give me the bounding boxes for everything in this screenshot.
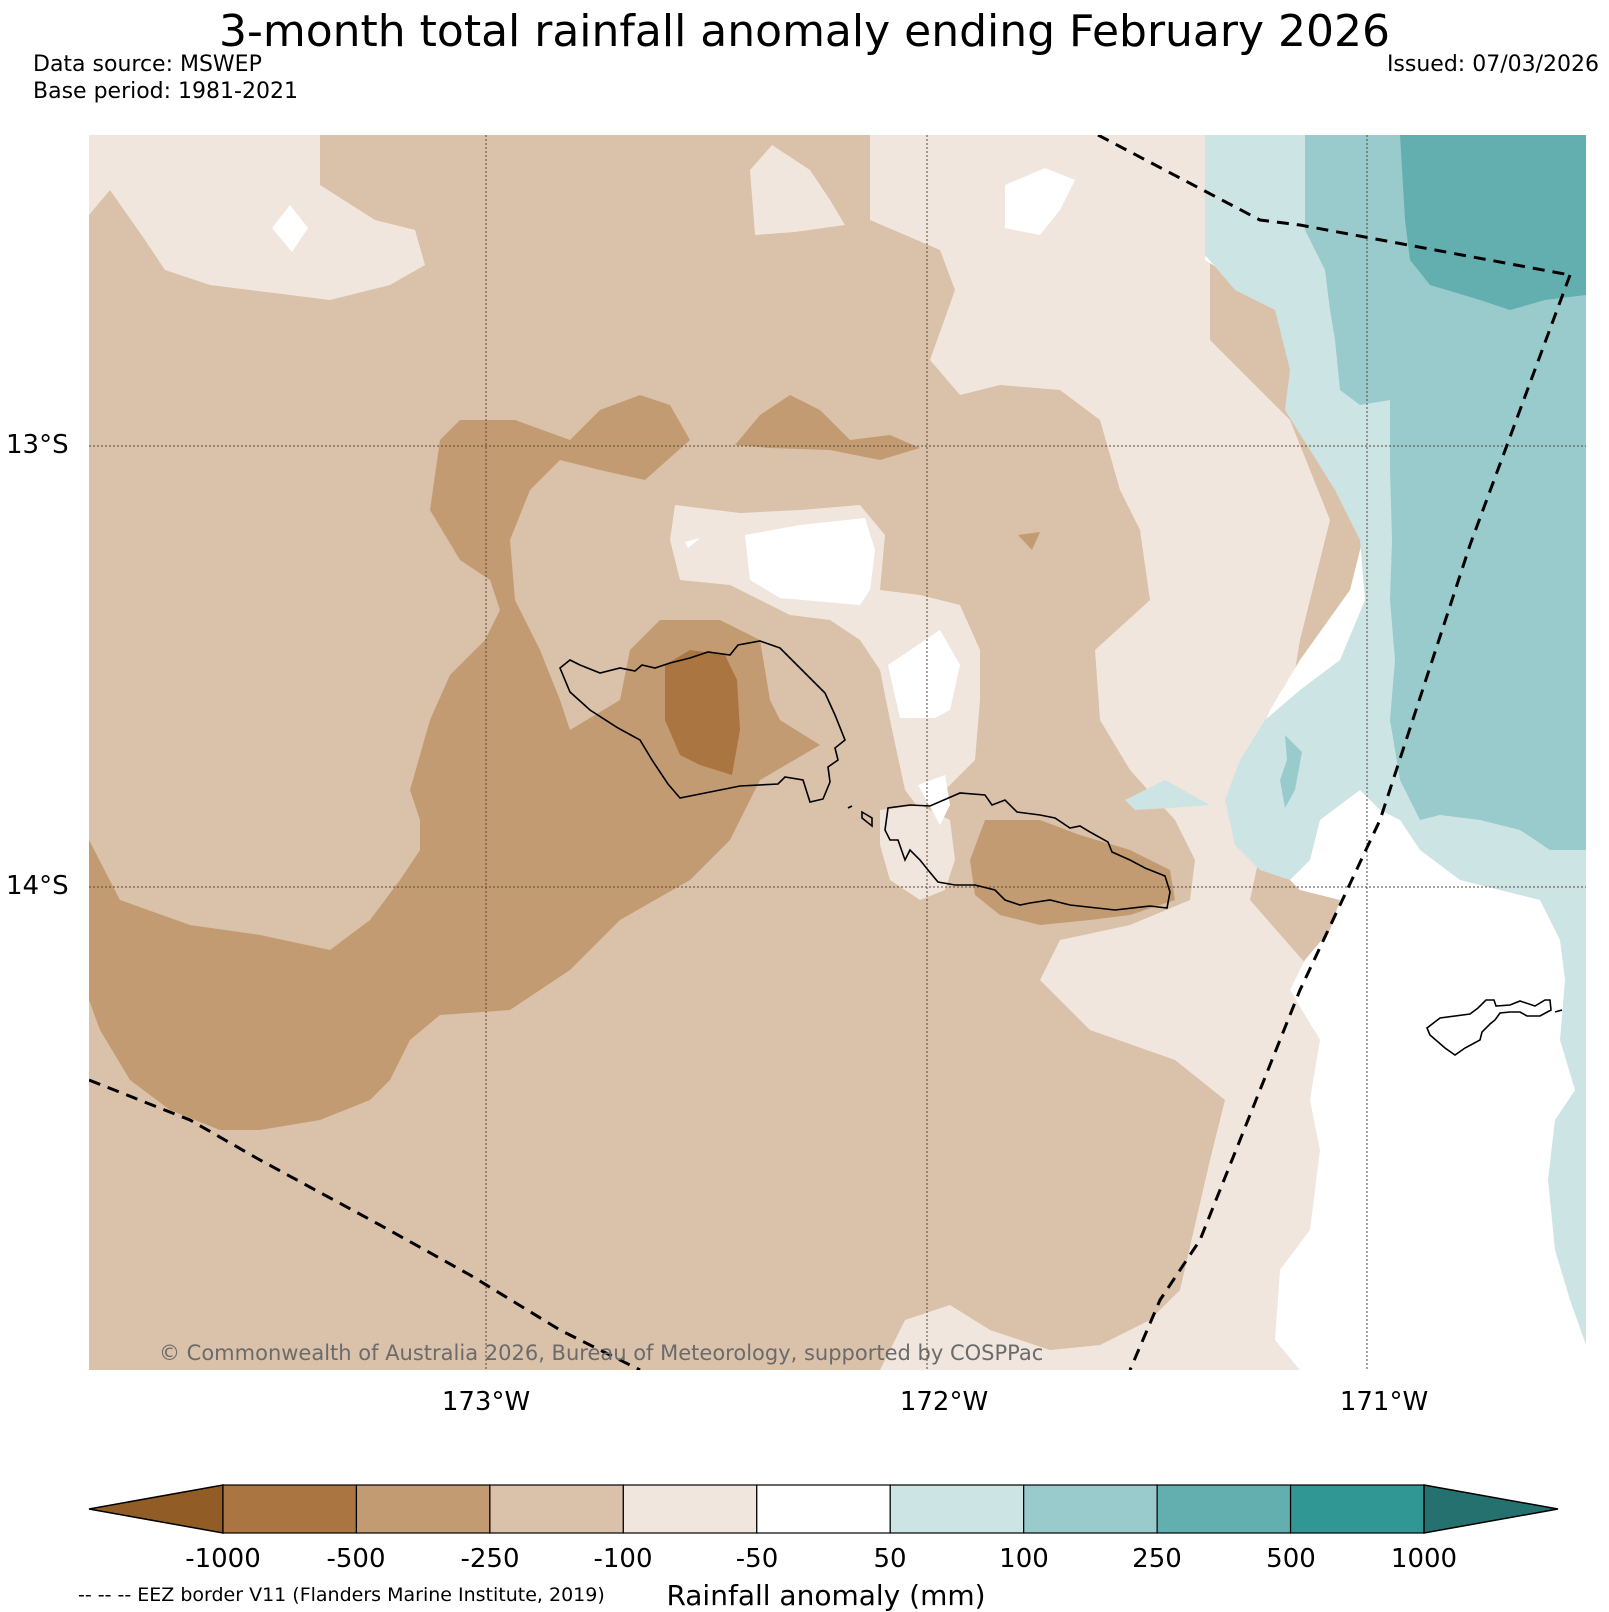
colorbar-cells [222, 1484, 1425, 1534]
coastline-tutuila [1426, 999, 1552, 1056]
coastline-aunuu [1554, 1009, 1563, 1013]
contour-minus50-central [670, 505, 980, 810]
eez-borders [89, 135, 1572, 1370]
colorbar-cell [489, 1484, 624, 1534]
data-source-label: Data source: MSWEP [33, 52, 262, 77]
copyright-notice: © Commonwealth of Australia 2026, Bureau… [159, 1341, 1044, 1365]
lon-label-171w: 171°W [1339, 1387, 1429, 1417]
coastline-upolu [884, 792, 1171, 911]
contour-white-tiny [685, 538, 700, 548]
colorbar-tick-label: 100 [999, 1544, 1049, 1574]
colorbar-cell [1289, 1484, 1425, 1534]
colorbar-tick-label: -100 [593, 1544, 653, 1574]
colorbar-tick-label: -250 [460, 1544, 520, 1574]
contour-plus100 [1305, 135, 1586, 850]
eez-border-legend: -- -- -- EEZ border V11 (Flanders Marine… [78, 1584, 605, 1606]
colorbar-cell [355, 1484, 491, 1534]
colorbar-tick-label: 250 [1132, 1544, 1182, 1574]
coastline-apolima [847, 805, 853, 809]
colorbar-title: Rainfall anomaly (mm) [666, 1579, 986, 1612]
graticule [89, 135, 1586, 1370]
contour-minus250-small [1018, 532, 1040, 550]
eez-border-north [1097, 135, 1571, 277]
coastline-savaii [559, 640, 846, 803]
colorbar-cell [889, 1484, 1025, 1534]
contour-plus50-islet [1125, 780, 1210, 810]
contour-minus50-east [870, 135, 1385, 1370]
issued-date-label: Issued: 07/03/2026 [1386, 52, 1599, 77]
eez-border-east [1128, 274, 1572, 1370]
contour-white-north-blob [1005, 168, 1075, 235]
colorbar-cell [222, 1484, 358, 1534]
colorbar [88, 1484, 1559, 1534]
contour-minus50-north-blob [750, 145, 845, 235]
colorbar-tick-label: 1000 [1390, 1544, 1458, 1574]
lat-label-14s: 14°S [6, 871, 69, 901]
contour-minus500-core [665, 650, 740, 775]
colorbar-tick-label: 50 [873, 1544, 907, 1574]
contour-plus100-islet [1280, 735, 1302, 808]
colorbar-cell [622, 1484, 758, 1534]
contour-minus250-north-blob [735, 395, 920, 460]
lat-label-13s: 13°S [6, 430, 69, 460]
contour-minus250-west [89, 395, 820, 1130]
lon-label-173w: 173°W [441, 1387, 531, 1417]
coastline-manono [861, 810, 873, 828]
colorbar-extend-min [88, 1484, 224, 1534]
contour-white-nw-diamond [272, 205, 308, 252]
colorbar-tick-label: 500 [1266, 1544, 1316, 1574]
base-period-label: Base period: 1981-2021 [33, 79, 298, 104]
contour-minus50-central-south [880, 805, 955, 900]
colorbar-tick-label: -50 [735, 1544, 779, 1574]
lon-label-172w: 172°W [899, 1387, 989, 1417]
colorbar-cell [756, 1484, 891, 1534]
eez-border-southwest [89, 1078, 641, 1370]
contour-minus250-southeast [970, 820, 1175, 925]
contour-white-center-2 [888, 630, 960, 718]
colorbar-tick-label: -1000 [185, 1544, 261, 1574]
anomaly-contours [89, 135, 1586, 1370]
coastlines [559, 640, 1563, 1056]
map-title: 3-month total rainfall anomaly ending Fe… [218, 6, 1390, 57]
colorbar-tick-label: -500 [326, 1544, 386, 1574]
colorbar-cell [1023, 1484, 1158, 1534]
colorbar-cell [1156, 1484, 1292, 1534]
contour-plus250 [1400, 135, 1586, 310]
contour-white-center-1 [745, 518, 875, 605]
colorbar-extend-max [1423, 1484, 1559, 1534]
contour-minus50-northwest [89, 135, 425, 300]
contour-white-center-3 [918, 775, 950, 825]
